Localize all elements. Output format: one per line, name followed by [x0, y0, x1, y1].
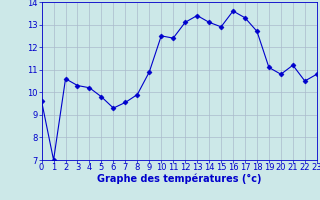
X-axis label: Graphe des températures (°c): Graphe des températures (°c)	[97, 173, 261, 184]
